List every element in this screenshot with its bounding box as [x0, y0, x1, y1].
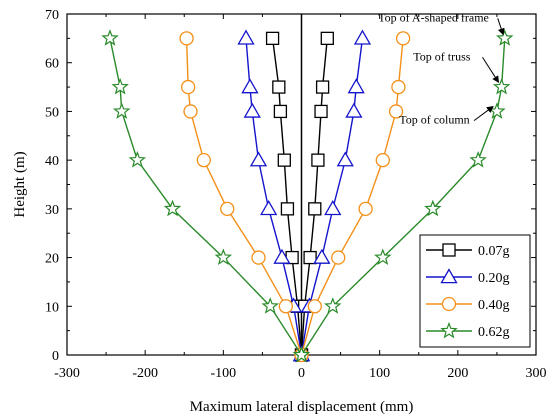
annotation: Top of A-shaped frame	[378, 10, 505, 36]
data-point	[214, 248, 233, 265]
data-point	[163, 199, 182, 217]
data-point	[307, 299, 322, 314]
y-tick-label: 40	[45, 154, 59, 169]
annotations-group: Top of A-shaped frame Top of truss Top of …	[378, 10, 505, 127]
data-point	[278, 299, 294, 314]
legend-label: 0.20g	[478, 271, 510, 286]
data-point	[311, 153, 325, 167]
legend-label: 0.40g	[478, 298, 510, 313]
data-point	[292, 345, 311, 363]
x-tick-label: 300	[526, 366, 547, 381]
data-point	[345, 102, 363, 118]
data-point	[241, 78, 259, 94]
y-axis-label: Height (m)	[12, 151, 28, 217]
data-point	[336, 151, 354, 167]
data-point	[315, 80, 330, 94]
data-point	[111, 77, 129, 95]
data-point	[261, 297, 279, 314]
data-point	[331, 250, 346, 265]
data-point	[243, 102, 261, 118]
data-point	[324, 200, 342, 216]
y-tick-label: 50	[45, 105, 59, 120]
data-point	[277, 153, 291, 167]
legend-marker	[440, 268, 458, 284]
y-tick-label: 0	[52, 349, 59, 364]
data-point	[220, 201, 235, 217]
data-point	[395, 31, 411, 46]
data-point	[308, 202, 322, 216]
y-tick-label: 30	[45, 203, 59, 218]
y-tick-label: 70	[45, 8, 59, 23]
annotation-label: Top of column	[399, 113, 469, 127]
x-tick-label: -200	[132, 366, 158, 381]
data-point	[492, 77, 511, 95]
annotation-label: Top of A-shaped frame	[378, 10, 489, 24]
data-point	[128, 150, 147, 168]
series-0.40g	[179, 31, 411, 363]
legend-marker	[442, 243, 456, 257]
data-point	[347, 78, 365, 94]
data-point	[181, 79, 196, 95]
x-tick-label: 100	[369, 366, 390, 381]
annotation: Top of column	[399, 105, 494, 127]
annotation-arrow	[482, 57, 500, 84]
data-point	[273, 248, 291, 264]
legend-marker	[440, 321, 458, 339]
y-tick-label: 20	[45, 252, 59, 267]
data-point	[424, 199, 442, 217]
data-point	[488, 102, 506, 119]
data-point	[237, 29, 255, 45]
data-point	[469, 150, 487, 168]
x-tick-label: -100	[210, 366, 236, 381]
annotation-label: Top of truss	[413, 49, 470, 63]
legend-item: 0.07g	[426, 243, 510, 259]
data-point	[265, 31, 280, 46]
data-point	[249, 151, 268, 167]
legend-item: 0.62g	[426, 321, 510, 340]
data-point	[388, 104, 404, 119]
legend-label: 0.62g	[478, 325, 510, 340]
data-point	[196, 152, 211, 168]
y-tick-label: 10	[45, 300, 59, 315]
series-0.20g	[237, 29, 372, 362]
legend-item: 0.40g	[426, 296, 510, 313]
annotation: Top of truss	[413, 49, 500, 84]
data-point	[272, 80, 286, 94]
x-tick-label: 0	[298, 366, 305, 381]
data-point	[358, 201, 373, 217]
x-tick-label: 200	[447, 366, 468, 381]
data-point	[303, 250, 317, 265]
legend-marker	[441, 296, 457, 312]
legend-box	[419, 234, 531, 348]
data-point	[324, 297, 342, 314]
data-point	[260, 200, 278, 216]
x-tick-label: -300	[54, 366, 80, 381]
data-point	[314, 104, 328, 119]
data-point	[183, 104, 198, 119]
annotation-arrow	[497, 18, 505, 36]
data-point	[496, 29, 514, 46]
data-point	[251, 250, 266, 265]
series-group	[101, 29, 514, 363]
data-point	[374, 248, 392, 265]
axes: -300 -200 -100 0 100 200 300 0 10 20 30 40 50 60 70 Max…	[12, 8, 547, 415]
series-0.62g	[101, 29, 514, 363]
legend-item: 0.20g	[426, 268, 510, 286]
y-tick-label: 60	[45, 57, 59, 72]
data-point	[273, 104, 288, 119]
data-point	[375, 152, 390, 168]
data-point	[391, 79, 406, 95]
legend: 0.07g 0.20g 0.40g 0.62g	[419, 234, 531, 348]
data-point	[320, 31, 334, 46]
data-point	[353, 29, 372, 45]
data-point	[112, 102, 131, 119]
data-point	[101, 29, 119, 46]
legend-label: 0.07g	[478, 244, 510, 259]
data-point	[313, 248, 331, 264]
x-axis-label: Maximum lateral displacement (mm)	[190, 399, 414, 415]
data-point	[179, 31, 194, 46]
annotation-arrow	[473, 105, 494, 122]
data-point	[280, 202, 295, 216]
